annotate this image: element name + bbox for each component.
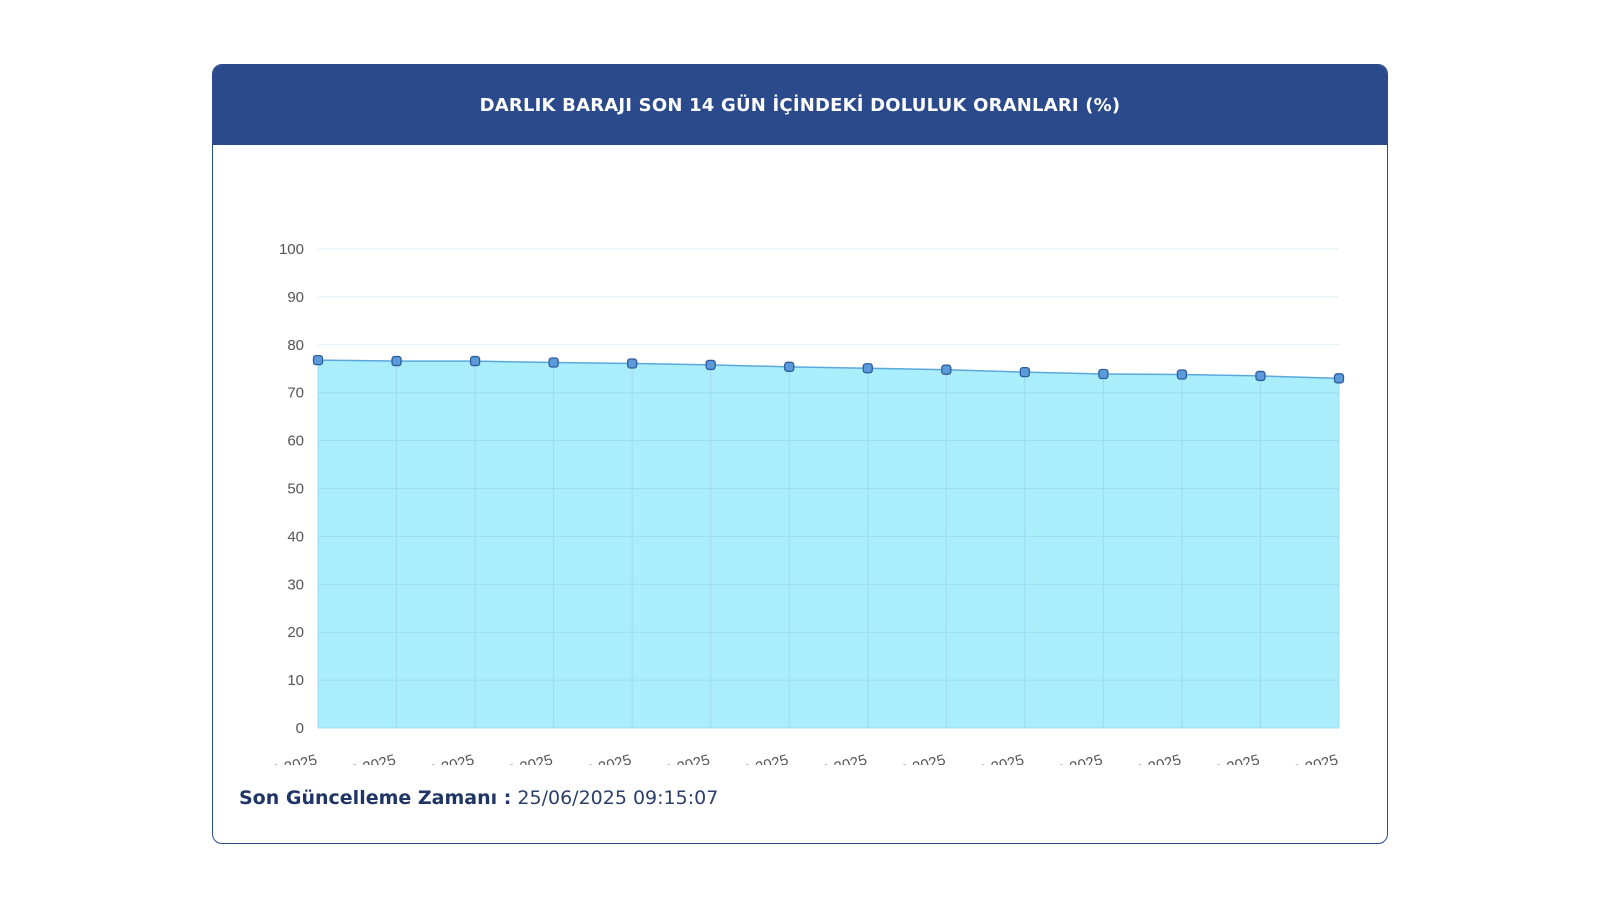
- chart-card: DARLIK BARAJI SON 14 GÜN İÇİNDEKİ DOLULU…: [212, 64, 1388, 844]
- x-tick-label: 15.06.2025: [478, 751, 555, 765]
- x-tick-label: 13.06.2025: [321, 751, 398, 765]
- area-fill: [318, 360, 1339, 728]
- y-tick-label: 50: [287, 481, 304, 498]
- x-tick-label: 20.06.2025: [870, 751, 947, 765]
- x-tick-label: 12.06.2025: [242, 751, 319, 765]
- last-update-label: Son Güncelleme Zamanı :: [239, 787, 512, 809]
- x-tick-label: 16.06.2025: [556, 751, 633, 765]
- x-tick-label: 23.06.2025: [1106, 751, 1183, 765]
- x-tick-label: 14.06.2025: [399, 751, 476, 765]
- last-update-value: 25/06/2025 09:15:07: [517, 787, 719, 809]
- y-tick-label: 100: [279, 241, 304, 258]
- chart-title: DARLIK BARAJI SON 14 GÜN İÇİNDEKİ DOLULU…: [479, 94, 1121, 116]
- chart-area: 0 10 20 30 40 50 60 70 80 90 100 12.06.202513.06.20…: [213, 145, 1387, 765]
- card-header: DARLIK BARAJI SON 14 GÜN İÇİNDEKİ DOLULU…: [213, 65, 1387, 145]
- y-tick-label: 30: [287, 576, 304, 593]
- data-point[interactable]: [548, 357, 559, 368]
- data-point[interactable]: [1098, 368, 1109, 380]
- x-tick-label: 24.06.2025: [1185, 751, 1262, 765]
- x-tick-label: 25.06.2025: [1263, 751, 1340, 765]
- y-tick-label: 90: [287, 289, 304, 306]
- y-tick-label: 80: [287, 337, 304, 354]
- data-point[interactable]: [784, 361, 795, 372]
- data-point[interactable]: [1019, 366, 1030, 378]
- y-tick-label: 60: [287, 433, 304, 450]
- x-tick-label: 17.06.2025: [635, 751, 712, 765]
- data-point[interactable]: [312, 354, 324, 366]
- data-point[interactable]: [705, 359, 716, 371]
- last-update: Son Güncelleme Zamanı : 25/06/2025 09:15…: [239, 787, 718, 809]
- y-tick-label: 70: [287, 385, 304, 402]
- series-line: [317, 359, 1340, 380]
- data-point[interactable]: [1333, 373, 1345, 384]
- data-point[interactable]: [391, 355, 402, 367]
- data-point[interactable]: [1176, 369, 1188, 380]
- x-tick-label: 18.06.2025: [713, 751, 790, 765]
- x-tick-label: 21.06.2025: [949, 751, 1026, 765]
- data-point[interactable]: [469, 355, 481, 367]
- data-point[interactable]: [627, 358, 638, 369]
- data-point[interactable]: [862, 363, 873, 374]
- y-tick-label: 10: [287, 672, 304, 689]
- data-point[interactable]: [1255, 370, 1266, 382]
- data-point[interactable]: [941, 364, 952, 375]
- fill-rate-chart: 0 10 20 30 40 50 60 70 80 90 100 12.06.202513.06.20…: [242, 241, 1345, 765]
- y-tick-label: 20: [287, 624, 304, 641]
- y-tick-label: 0: [296, 720, 304, 737]
- x-tick-label: 22.06.2025: [1028, 751, 1105, 765]
- x-tick-label: 19.06.2025: [792, 751, 869, 765]
- y-tick-label: 40: [287, 528, 304, 545]
